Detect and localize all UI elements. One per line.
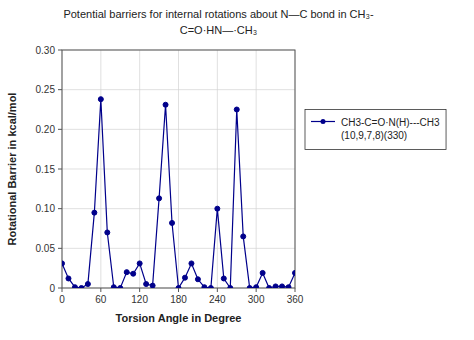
grid-line <box>100 50 101 288</box>
grid <box>62 50 295 288</box>
point <box>131 271 136 276</box>
tick-label: 0 <box>49 283 55 294</box>
plot-frame <box>62 50 295 288</box>
point <box>98 97 103 102</box>
tick-label: 240 <box>209 294 226 305</box>
tick-label: 60 <box>95 294 107 305</box>
grid-line <box>217 50 218 288</box>
point <box>280 284 285 288</box>
tick-mark <box>295 288 296 292</box>
point <box>176 286 181 289</box>
legend-label-line: (10,9,7,8)(330) <box>341 130 407 141</box>
point <box>92 210 97 215</box>
tick-mark <box>217 288 218 292</box>
point <box>254 285 259 288</box>
tick-mark <box>58 208 62 209</box>
tick-mark <box>58 169 62 170</box>
tick-mark <box>58 50 62 51</box>
tick-mark <box>58 288 62 289</box>
tick-mark <box>256 288 257 292</box>
point <box>170 220 175 225</box>
point <box>105 230 110 235</box>
tick-label: 0.10 <box>36 203 56 214</box>
point <box>241 234 246 239</box>
point <box>79 286 84 289</box>
tick-mark <box>58 129 62 130</box>
point <box>150 283 155 288</box>
point <box>247 286 252 289</box>
tick-mark <box>100 288 101 292</box>
point <box>111 285 116 288</box>
tick-mark <box>139 288 140 292</box>
tick-label: 0 <box>59 294 65 305</box>
legend-box <box>305 110 446 150</box>
tick-label: 0.05 <box>36 243 56 254</box>
legend-label: CH3-C=O·N(H)---CH3 (10,9,7,8)(330) <box>341 117 440 141</box>
point <box>163 102 168 107</box>
plot-area <box>62 97 295 288</box>
tick-label: 300 <box>248 294 265 305</box>
tick-label: 120 <box>131 294 148 305</box>
line <box>62 99 295 288</box>
point <box>273 284 278 288</box>
point <box>208 286 213 289</box>
point <box>189 261 194 266</box>
tick-mark <box>62 288 63 292</box>
point <box>260 270 265 275</box>
point <box>118 286 123 289</box>
point <box>195 277 200 282</box>
tick-mark <box>58 248 62 249</box>
tick-mark <box>58 89 62 90</box>
subtitle: C=O·HN—·CH₃ <box>180 24 258 36</box>
point <box>234 107 239 112</box>
point <box>202 285 207 288</box>
point <box>157 196 162 201</box>
background <box>0 0 474 340</box>
tick-label: 360 <box>287 294 304 305</box>
tick-label: 0.30 <box>36 45 56 56</box>
tick-label: 180 <box>170 294 187 305</box>
chart: Potential barriers for internal rotation… <box>0 0 474 340</box>
tick-label: 0.20 <box>36 124 56 135</box>
tick-mark <box>178 288 179 292</box>
legend: CH3-C=O·N(H)---CH3 (10,9,7,8)(330) <box>305 110 446 150</box>
tick-label: 0.15 <box>36 164 56 175</box>
legend-label-line: CH3-C=O·N(H)---CH3 <box>341 117 440 128</box>
point <box>221 276 226 281</box>
point <box>62 261 65 266</box>
tick-label: 0.25 <box>36 84 56 95</box>
axes: 0 0.05 0.10 0.15 0.20 0.25 0.30 0 60 120 180 240 300… <box>36 45 304 306</box>
point <box>144 282 149 287</box>
grid-line <box>178 50 179 288</box>
y-axis-label: Rotational Barrier in kcal/mol <box>6 93 18 246</box>
grid-line <box>139 50 140 288</box>
point <box>137 261 142 266</box>
x-axis-label: Torsion Angle in Degree <box>116 312 242 324</box>
point <box>66 276 71 281</box>
point <box>267 286 272 289</box>
title: Potential barriers for internal rotation… <box>63 8 374 20</box>
point <box>215 206 220 211</box>
point <box>124 270 129 275</box>
point <box>228 286 233 289</box>
grid-line <box>256 50 257 288</box>
point <box>286 285 291 288</box>
legend-marker <box>321 119 326 124</box>
point <box>85 282 90 287</box>
point <box>293 270 296 275</box>
point <box>72 285 77 288</box>
point <box>182 275 187 280</box>
